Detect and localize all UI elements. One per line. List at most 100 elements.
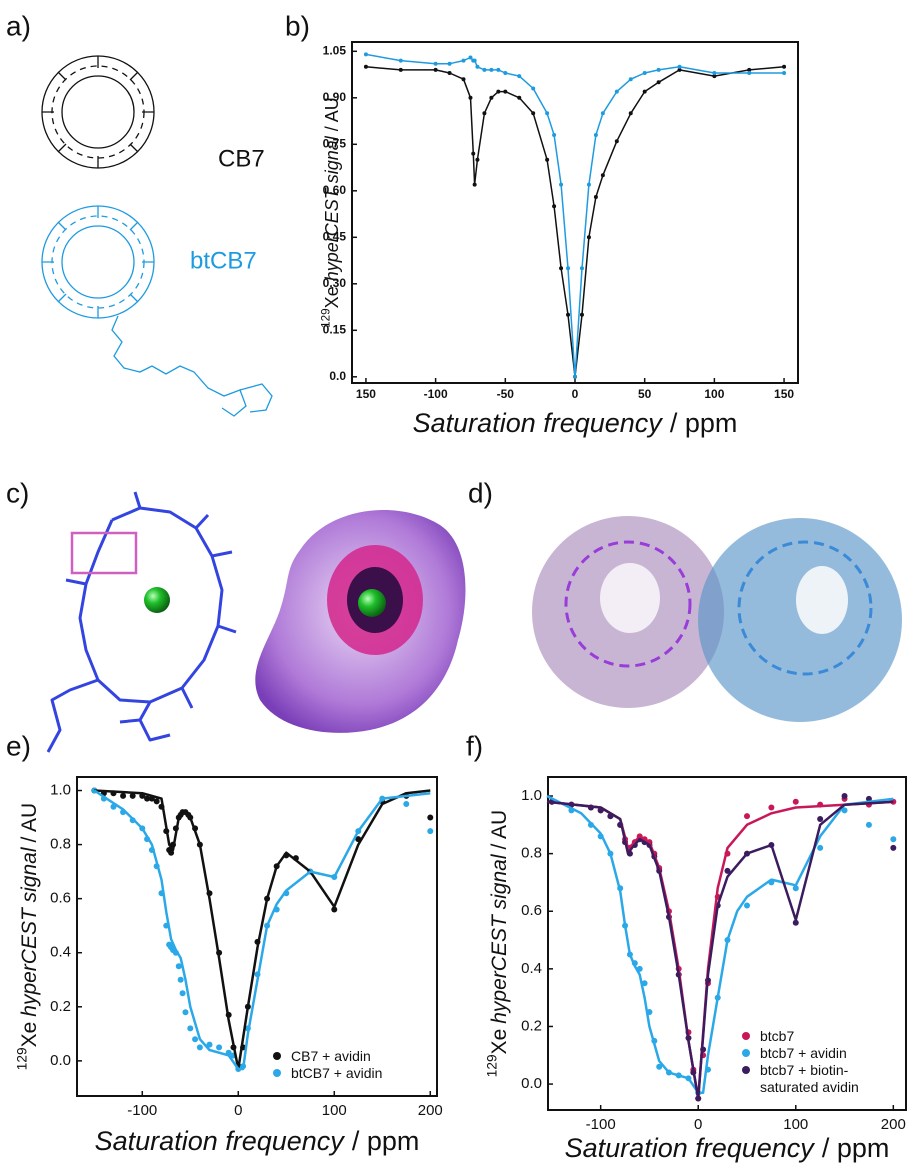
panel-label: b) — [285, 10, 310, 41]
data-point — [579, 312, 584, 317]
data-point — [747, 67, 752, 72]
data-point — [475, 64, 480, 69]
data-point — [120, 792, 127, 799]
x-tick-label: 50 — [638, 387, 652, 401]
y-tick-label: 0.2 — [50, 998, 71, 1015]
data-point — [206, 1041, 213, 1048]
data-point — [398, 67, 403, 72]
y-label-isotope: 129 — [14, 1047, 29, 1070]
data-point — [841, 793, 848, 800]
legend-label: btcb7 + avidin — [760, 1045, 847, 1061]
legend-box: btcb7 btcb7 + avidin btcb7 + biotin- satur… — [742, 1028, 902, 1096]
data-point — [712, 71, 717, 75]
legend-entry: CB7 + avidin — [273, 1048, 433, 1065]
data-point — [545, 111, 550, 116]
legend-label: btCB7 + avidin — [291, 1065, 383, 1081]
data-point — [475, 157, 480, 162]
data-point — [677, 64, 682, 69]
legend-marker — [273, 1069, 281, 1077]
data-point — [517, 95, 522, 100]
legend-entry: btCB7 + avidin — [273, 1065, 433, 1082]
x-tick-label: 100 — [322, 1102, 347, 1119]
y-label-nucleus: Xe — [322, 286, 342, 308]
panel-label: c) — [6, 477, 29, 508]
data-point — [468, 95, 473, 100]
series-line — [546, 800, 894, 1100]
data-point — [566, 312, 571, 317]
data-point — [552, 204, 557, 209]
data-point — [677, 67, 682, 72]
chart: 0.00.20.40.60.81.0-100 0 100 200Saturation … — [14, 776, 443, 1156]
data-point — [216, 1044, 223, 1051]
data-point — [531, 86, 536, 91]
data-point — [153, 798, 160, 805]
data-point — [129, 792, 136, 799]
data-point — [144, 795, 151, 802]
data-point — [890, 844, 897, 851]
y-tick-label: 1.0 — [50, 781, 71, 798]
x-label-unit: / ppm — [670, 408, 738, 438]
data-point — [363, 52, 368, 57]
y-tick-label: 0.4 — [50, 944, 71, 961]
y-tick-label: 0.4 — [521, 960, 542, 977]
x-tick-label: -100 — [127, 1102, 157, 1119]
data-point — [472, 182, 477, 187]
data-point — [600, 111, 605, 116]
data-point — [642, 89, 647, 94]
data-point — [427, 828, 434, 835]
data-point — [196, 1044, 203, 1051]
data-point — [179, 990, 186, 997]
stick-model — [46, 491, 237, 753]
y-tick-label: 0.0 — [329, 369, 346, 383]
surface-model — [255, 510, 466, 733]
x-tick-label: 0 — [694, 1116, 702, 1133]
y-label-italic: hyperCEST signal — [18, 846, 41, 1017]
legend-entry: btcb7 + biotin- saturated avidin — [742, 1062, 902, 1096]
legend-entry: btcb7 — [742, 1028, 902, 1045]
data-point — [482, 67, 487, 72]
data-point — [363, 64, 368, 69]
highlight-box — [70, 531, 138, 575]
x-tick-label: 0 — [572, 387, 579, 401]
plot-frame — [76, 776, 438, 1097]
series-line — [546, 794, 894, 1094]
x-tick-label: -50 — [497, 387, 515, 401]
data-point — [586, 182, 591, 187]
data-point — [468, 55, 473, 60]
x-tick-label: 200 — [418, 1102, 443, 1119]
data-point — [461, 77, 466, 82]
plot-frame — [351, 41, 799, 384]
y-label-unit: / AU — [18, 803, 41, 843]
series-line — [365, 66, 785, 378]
legend-label: btcb7 + biotin- saturated avidin — [760, 1062, 859, 1095]
legend-box: CB7 + avidin btCB7 + avidin — [273, 1048, 433, 1082]
y-tick-label: 1.0 — [521, 787, 542, 804]
x-tick-label: -100 — [586, 1116, 616, 1133]
data-point — [614, 139, 619, 144]
data-point — [768, 804, 775, 811]
data-point — [782, 71, 787, 75]
data-point — [187, 1025, 194, 1032]
data-point — [724, 867, 731, 874]
data-point — [471, 151, 476, 156]
y-label-nucleus: Xe — [18, 1022, 41, 1048]
x-label-unit: / ppm — [822, 1133, 890, 1163]
data-point — [628, 77, 633, 82]
data-point — [552, 133, 557, 137]
chart: 0.0 0.15 0.30 0.45 0.60 0.75 0.90 1.05 150 -100 -5… — [320, 41, 799, 438]
x-tick-label: 200 — [881, 1116, 906, 1133]
y-tick-label: 0.45 — [323, 229, 347, 243]
x-tick-label: 100 — [783, 1116, 808, 1133]
y-label-unit: / AU — [322, 97, 342, 131]
data-point — [743, 813, 750, 820]
y-tick-label: 0.6 — [521, 902, 542, 919]
y-label-italic: hyperCEST signal — [488, 853, 511, 1024]
data-point — [531, 111, 536, 116]
data-point — [593, 133, 598, 137]
chart: 0.00.20.40.60.81.0-100 0 100 200Saturation … — [484, 776, 907, 1163]
y-tick-label: 0.0 — [521, 1075, 542, 1092]
panel-labels: a) b) c) d) e) f) — [6, 10, 493, 761]
y-tick-label: 1.05 — [323, 43, 347, 57]
